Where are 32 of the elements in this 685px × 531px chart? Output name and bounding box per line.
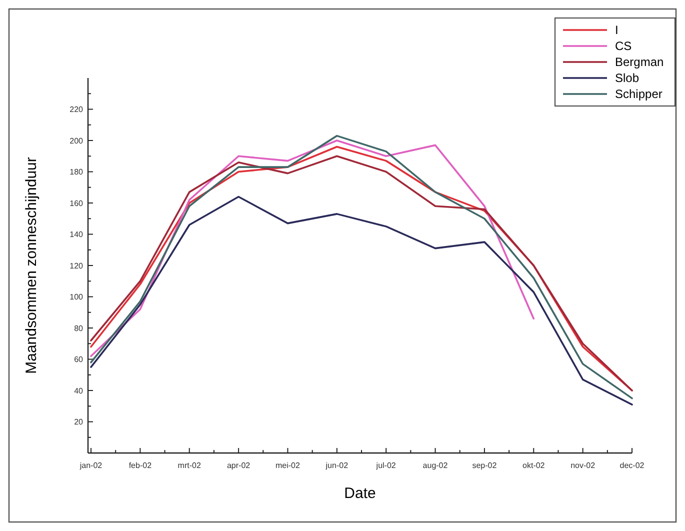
- x-tick-label: dec-02: [620, 461, 645, 470]
- y-axis-title: Maandsommen zonneschijnduur: [23, 157, 40, 374]
- x-tick-label: okt-02: [522, 461, 546, 470]
- y-tick-label: 140: [70, 230, 84, 240]
- x-tick-label: aug-02: [422, 461, 448, 470]
- legend-label: CS: [615, 39, 632, 54]
- y-tick-label: 100: [70, 292, 84, 302]
- y-tick-label: 80: [74, 324, 84, 333]
- x-tick-label: nov-02: [570, 461, 596, 470]
- x-tick-label: feb-02: [128, 461, 152, 470]
- line-series: [90, 140, 535, 358]
- y-tick-label: 220: [70, 105, 84, 114]
- legend-label: I: [615, 23, 618, 38]
- y-tick-label: 40: [74, 386, 84, 396]
- x-tick-label: mei-02: [276, 461, 301, 470]
- legend-label: Schipper: [615, 87, 662, 102]
- y-tick-label: 120: [70, 261, 84, 270]
- y-tick-label: 200: [70, 136, 84, 146]
- x-tick-label: mrt-02: [178, 461, 202, 470]
- y-tick-label: 160: [70, 198, 84, 208]
- x-tick-label: jul-02: [375, 461, 396, 470]
- y-tick-label: 180: [70, 168, 84, 177]
- y-tick-label: 20: [74, 418, 84, 427]
- x-tick-label: jan-02: [78, 461, 103, 470]
- legend-label: Slob: [615, 71, 640, 86]
- x-axis-title: Date: [344, 485, 376, 502]
- legend-label: Bergman: [615, 55, 664, 70]
- y-tick-label: 60: [74, 355, 84, 364]
- x-tick-label: sep-02: [472, 461, 498, 470]
- x-tick-label: apr-02: [226, 461, 251, 470]
- line-series: [90, 196, 633, 406]
- x-tick-label: jun-02: [324, 461, 349, 470]
